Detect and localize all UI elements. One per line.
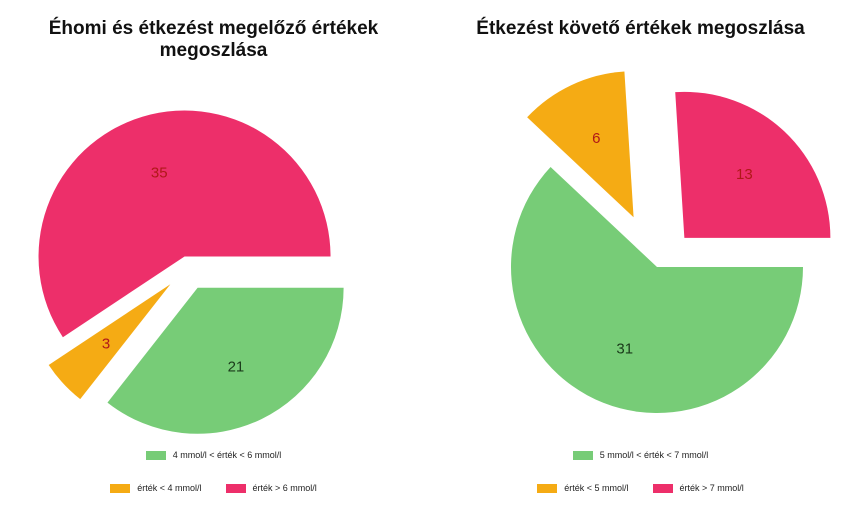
legend-swatch [110,483,131,493]
legend-label: 5 mmol/l < érték < 7 mmol/l [599,450,709,460]
pie-chart: 13 6 31 [510,71,831,413]
legend-label: érték > 6 mmol/l [252,483,317,493]
pie-slice [48,284,171,400]
chart-panel-fasting: Éhomi és étkezést megelőző értékek megos… [38,18,379,493]
legend-item: érték < 5 mmol/l [537,483,629,493]
pie-slice [527,71,634,218]
pie-slice [510,167,803,413]
pie-slice [675,91,831,238]
legend-swatch [145,450,166,460]
chart-title: Étkezést követő értékek megoszlása [476,18,805,39]
legend-swatch [537,483,558,493]
chart-title: Éhomi és étkezést megelőző értékek megos… [48,18,379,61]
legend-label: 4 mmol/l < érték < 6 mmol/l [172,450,282,460]
pie-chart: 35 3 21 [38,110,344,434]
pie-slice [107,287,344,434]
legend-swatch [652,483,673,493]
slice-value-label: 13 [736,166,753,183]
legend-item: 4 mmol/l < érték < 6 mmol/l [145,450,282,460]
legend-label: érték > 7 mmol/l [679,483,744,493]
slice-value-label: 35 [151,165,168,182]
chart-panel-postprandial: Étkezést követő értékek megoszlása 13 6 31… [427,0,854,519]
legend-item: 5 mmol/l < érték < 7 mmol/l [572,450,709,460]
slice-value-label: 21 [228,359,245,376]
legend-item: érték > 6 mmol/l [225,483,317,493]
legend-item: érték < 4 mmol/l [110,483,202,493]
slice-value-label: 3 [102,336,110,353]
legend-swatch [572,450,593,460]
slice-value-label: 6 [592,130,600,147]
legend-item: érték > 7 mmol/l [652,483,744,493]
legend-swatch [225,483,246,493]
pie-slice [38,110,331,338]
slice-value-label: 31 [616,340,633,357]
legend-label: érték < 5 mmol/l [564,483,629,493]
legend-label: érték < 4 mmol/l [137,483,202,493]
